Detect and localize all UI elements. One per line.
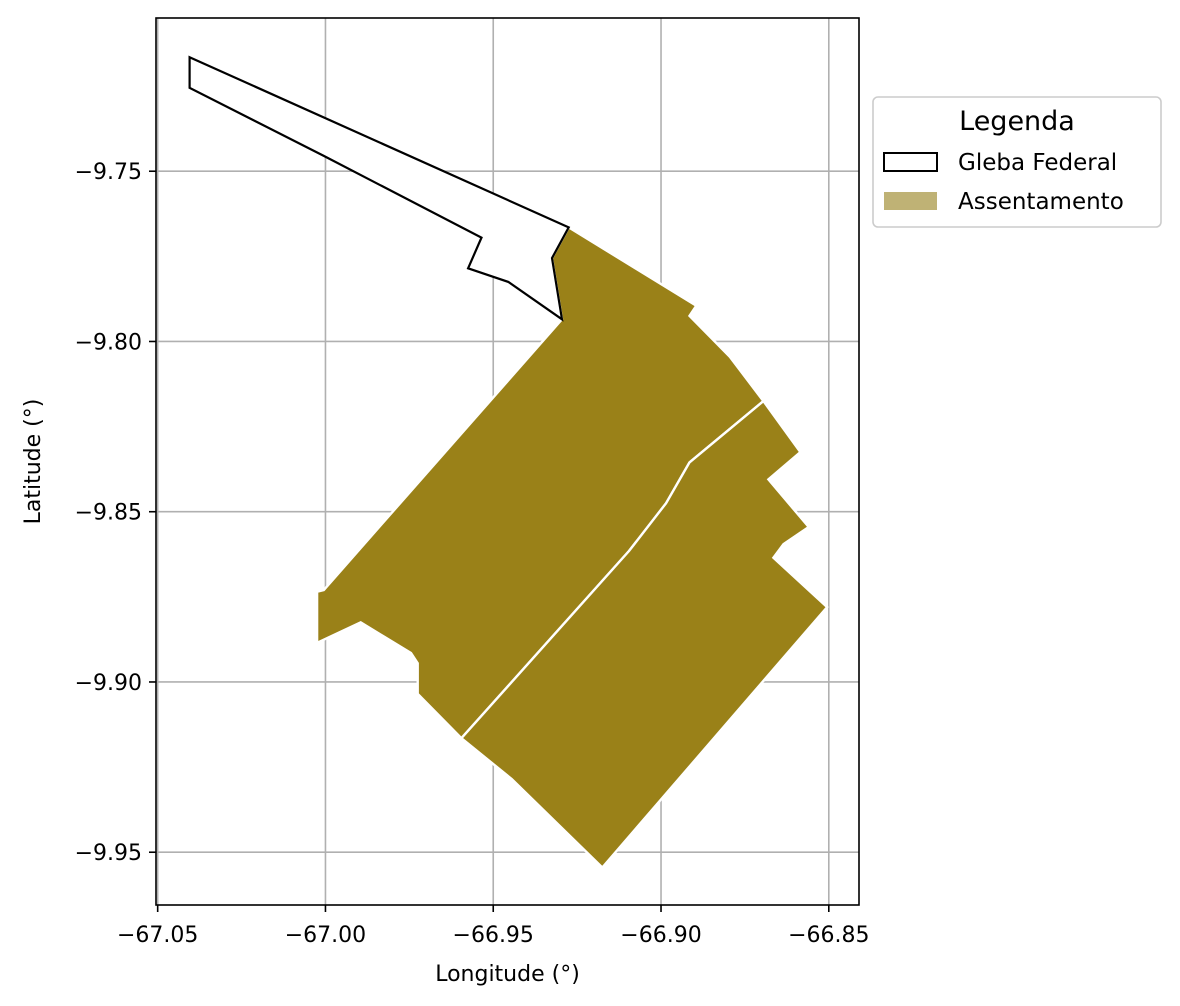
- y-tick-label: −9.90: [75, 671, 142, 696]
- x-tick-label: −66.95: [453, 923, 534, 948]
- legend-entry-label: Assentamento: [958, 189, 1124, 215]
- x-tick-label: −66.90: [620, 923, 701, 948]
- legend-swatch-assentamento: [884, 192, 937, 210]
- y-tick-label: −9.85: [75, 501, 142, 526]
- x-tick-label: −67.05: [117, 923, 198, 948]
- axis-ticks: −67.05 −67.00 −66.95 −66.90 −66.85 −9.75 −9.80…: [75, 160, 870, 948]
- map-layers: [188, 55, 829, 870]
- legend-swatch-gleba-federal: [883, 152, 938, 172]
- y-tick-label: −9.95: [75, 841, 142, 866]
- x-tick-label: −67.00: [285, 923, 366, 948]
- assentamento-polygon-2: [459, 399, 829, 870]
- assentamento-polygon-1: [315, 225, 766, 740]
- gleba-federal-polygon-1: [188, 55, 571, 322]
- x-tick-label: −66.85: [788, 923, 869, 948]
- x-axis-label: Longitude (°): [435, 962, 580, 987]
- y-axis-label: Latitude (°): [21, 399, 46, 525]
- y-tick-label: −9.75: [75, 160, 142, 185]
- legend-entries: Gleba Federal Assentamento: [883, 150, 1124, 215]
- legend-entry-label: Gleba Federal: [958, 150, 1117, 176]
- axes-frame: [155, 17, 860, 906]
- legend-box: [872, 96, 1162, 228]
- legend-title: Legenda: [959, 106, 1075, 137]
- legend: Legenda Gleba Federal Assentamento: [872, 96, 1162, 228]
- y-tick-label: −9.80: [75, 330, 142, 355]
